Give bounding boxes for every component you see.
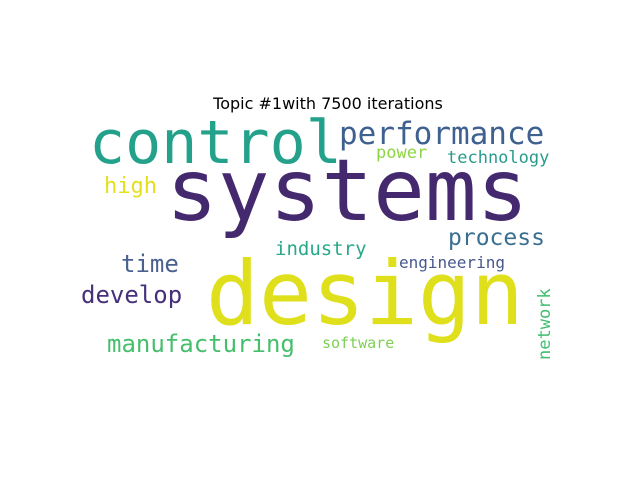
word-network: network bbox=[535, 288, 555, 360]
word-process: process bbox=[448, 225, 545, 251]
word-high: high bbox=[104, 174, 157, 199]
word-software: software bbox=[322, 334, 395, 352]
word-power: power bbox=[376, 143, 428, 163]
word-design: design bbox=[206, 242, 524, 345]
word-time: time bbox=[121, 250, 179, 278]
word-industry: industry bbox=[275, 238, 367, 260]
word-control: control bbox=[89, 108, 342, 178]
word-systems: systems bbox=[166, 141, 529, 241]
word-develop: develop bbox=[81, 281, 183, 309]
word-engineering: engineering bbox=[399, 253, 505, 272]
word-manufacturing: manufacturing bbox=[107, 330, 295, 358]
chart-title: Topic #1with 7500 iterations bbox=[213, 94, 443, 113]
word-technology: technology bbox=[447, 148, 550, 168]
word-performance: performance bbox=[339, 116, 545, 152]
